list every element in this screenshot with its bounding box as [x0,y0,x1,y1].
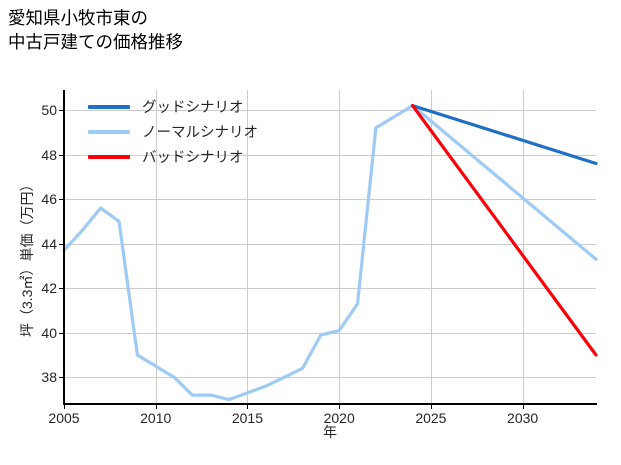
y-tick-label: 44 [41,235,57,252]
y-axis-line [63,90,65,404]
x-tick-label: 2005 [48,410,80,426]
y-tick-mark [59,110,64,112]
plot-background [64,90,596,404]
y-tick-mark [59,332,64,334]
gridline-vertical [155,90,157,404]
gridline-horizontal [64,377,596,379]
y-tick-mark [59,199,64,201]
x-tick-label: 2015 [231,410,264,426]
legend-item-label: バッドシナリオ [142,150,244,166]
x-tick-mark [155,404,157,409]
x-tick-mark [522,404,524,409]
gridline-horizontal [64,110,596,112]
page-title: 愛知県小牧市東の中古戸建ての価格推移 [8,6,183,54]
y-axis-label-container: 坪（3.3㎡）単価（万円） [18,90,38,404]
legend-color-swatch [88,104,130,109]
legend-item-label: ノーマルシナリオ [142,125,258,141]
gridline-vertical [522,90,524,404]
x-tick-label: 2020 [323,410,355,426]
y-tick-mark [59,243,64,245]
page-title-line-2: 中古戸建ての価格推移 [8,32,183,52]
gridline-horizontal [64,288,596,290]
x-tick-mark [339,404,341,409]
series-line [410,103,598,357]
y-tick-label: 38 [41,369,57,386]
page-title-line-1: 愛知県小牧市東の [8,8,148,28]
x-tick-mark [64,404,65,409]
x-tick-mark [247,404,249,409]
x-tick-label: 2030 [507,410,539,426]
x-axis-label: 年 [323,424,337,440]
legend-color-swatch [88,154,130,159]
gridline-vertical [339,90,341,404]
y-tick-label: 42 [41,280,57,297]
y-tick-label: 50 [41,102,57,119]
x-tick-label: 2010 [140,410,172,426]
y-tick-label: 48 [41,146,57,163]
gridline-vertical [247,90,249,404]
x-tick-mark [430,404,432,409]
x-axis-line [63,403,597,405]
legend-item-label: グッドシナリオ [142,100,244,116]
gridline-vertical [430,90,432,404]
y-tick-label: 40 [41,324,57,341]
y-tick-mark [59,288,64,290]
gridline-horizontal [64,243,596,245]
series-layer [62,103,598,402]
gridline-horizontal [64,154,596,156]
y-tick-mark [59,154,64,156]
chart-legend: グッドシナリオ ノーマルシナリオ バッドシナリオ [88,92,258,169]
legend-color-swatch [88,129,130,134]
series-line [62,103,598,402]
legend-item[interactable]: グッドシナリオ [88,94,258,119]
plot-area: 38 40 42 44 46 48 50 2005 2010 2015 2020 2025 2030 年 [41,90,598,440]
y-tick-label: 46 [41,191,57,208]
series-line [410,103,598,166]
y-axis-label: 坪（3.3㎡）単価（万円） [19,177,35,337]
x-tick-label: 2025 [415,410,447,426]
y-tick-mark [59,377,64,379]
legend-item[interactable]: バッドシナリオ [88,144,258,169]
legend-item[interactable]: ノーマルシナリオ [88,119,258,144]
gridline-horizontal [64,199,596,201]
